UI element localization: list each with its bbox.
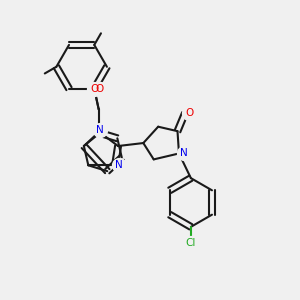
Text: O: O: [90, 84, 98, 94]
Text: N: N: [181, 148, 188, 158]
Text: O: O: [95, 84, 104, 94]
Text: O: O: [185, 108, 194, 118]
Text: N: N: [96, 125, 104, 135]
Text: Cl: Cl: [186, 238, 196, 248]
Text: N: N: [115, 160, 122, 170]
